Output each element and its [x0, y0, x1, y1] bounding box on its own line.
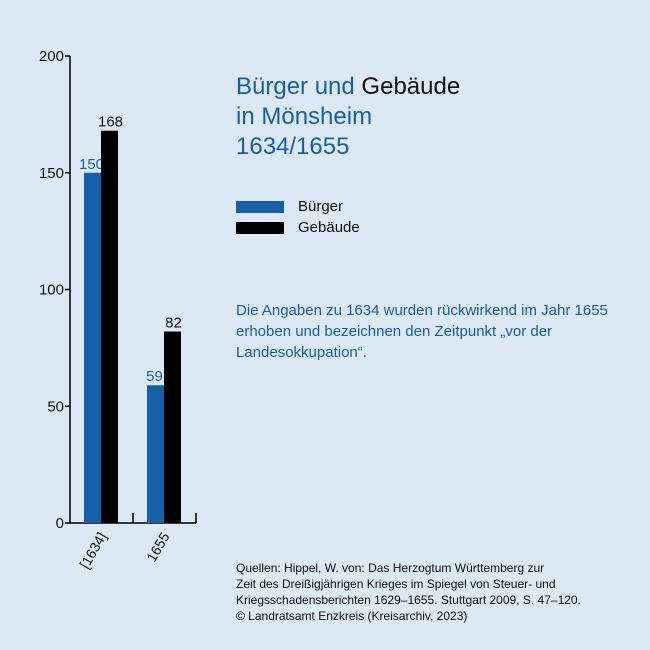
legend-swatch-buerger — [236, 200, 284, 213]
y-tick-label: 50 — [47, 398, 64, 415]
title-line1-blue: Bürger und — [236, 73, 355, 100]
y-tick-label: 200 — [39, 48, 64, 65]
data-label: 59 — [146, 368, 163, 385]
legend-swatch-gebaeude — [236, 221, 284, 234]
bar-buerger — [147, 385, 164, 523]
bar-gebaeude — [164, 331, 181, 523]
legend-label-buerger: Bürger — [298, 198, 344, 215]
data-label: 150 — [79, 156, 104, 173]
chart-title: Bürger und Gebäude in Mönsheim 1634/1655 — [236, 72, 460, 162]
chart-note: Die Angaben zu 1634 wurden rückwirkend i… — [236, 302, 608, 361]
y-tick-label: 0 — [56, 515, 64, 532]
y-tick-label: 150 — [39, 165, 64, 182]
title-line3: 1634/1655 — [236, 133, 350, 160]
source-credits: Quellen: Hippel, W. von: Das Herzogtum W… — [236, 560, 636, 624]
bar-buerger — [84, 172, 101, 523]
legend-item-buerger: Bürger — [236, 196, 360, 217]
data-label: 168 — [98, 114, 123, 131]
source-line: © Landratsamt Enzkreis (Kreisarchiv, 202… — [236, 609, 468, 623]
bar-gebaeude — [101, 130, 118, 523]
source-line: Zeit des Dreißigjährigen Krieges im Spie… — [236, 577, 556, 591]
legend-label-gebaeude: Gebäude — [298, 219, 360, 236]
source-line: Quellen: Hippel, W. von: Das Herzogtum W… — [236, 561, 545, 575]
source-line: Kriegsschadensberichten 1629–1655. Stutt… — [236, 593, 581, 607]
y-tick-label: 100 — [39, 282, 64, 299]
data-label: 82 — [165, 315, 182, 332]
legend-item-gebaeude: Gebäude — [236, 217, 360, 238]
legend: Bürger Gebäude — [236, 196, 360, 238]
x-category-label: [1634] — [76, 530, 109, 572]
x-category-label: 1655 — [143, 529, 173, 564]
title-line1-black: Gebäude — [361, 73, 461, 100]
title-line2: in Mönsheim — [236, 103, 373, 130]
